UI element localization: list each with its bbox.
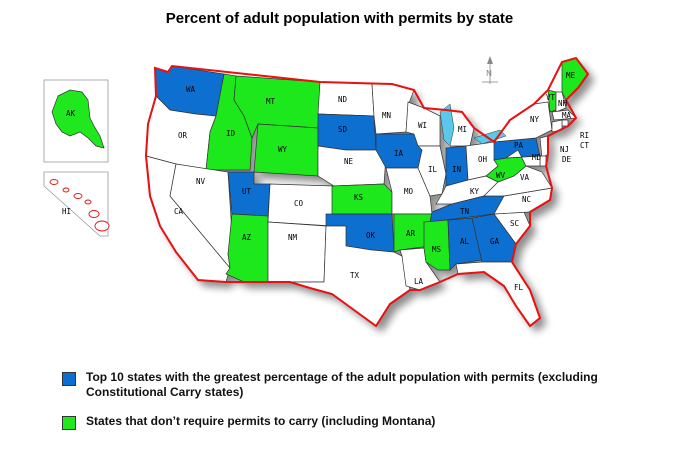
legend-swatch-top10 — [62, 372, 76, 386]
state-label-IA: IA — [394, 149, 404, 158]
state-label-WI: WI — [418, 121, 427, 130]
lake-erie — [473, 129, 507, 145]
state-label-NE: NE — [344, 157, 354, 166]
state-NM[interactable] — [267, 221, 327, 283]
state-label-NH: NH — [558, 99, 568, 108]
state-label-MT: MT — [266, 97, 276, 106]
legend-label-top10: Top 10 states with the greatest percenta… — [86, 370, 598, 399]
us-border-outline — [144, 56, 590, 328]
state-label-PA: PA — [514, 141, 524, 150]
state-label-OH: OH — [478, 155, 488, 164]
state-label-SD: SD — [338, 125, 348, 134]
hawaii-inset: HI — [43, 171, 110, 237]
state-AR[interactable] — [393, 213, 433, 253]
page-title: Percent of adult population with permits… — [165, 10, 514, 27]
state-label-AK: AK — [66, 109, 76, 118]
state-label-AZ: AZ — [242, 233, 252, 242]
state-IL[interactable] — [417, 145, 447, 197]
state-label-MN: MN — [382, 111, 391, 120]
state-label-NV: NV — [196, 177, 206, 186]
state-label-UT: UT — [242, 187, 252, 196]
state-label-CT: CT — [580, 141, 590, 150]
alaska-inset: AK — [43, 79, 109, 163]
state-label-NY: NY — [530, 115, 540, 124]
state-label-MA: MA — [562, 111, 572, 120]
compass-rose-icon: N — [482, 56, 498, 84]
state-RI[interactable] — [561, 119, 569, 127]
state-label-IL: IL — [428, 165, 438, 174]
state-label-NM: NM — [288, 233, 298, 242]
state-label-HI: HI — [62, 207, 71, 216]
compass-label: N — [486, 69, 492, 78]
state-label-NJ: NJ — [560, 145, 569, 154]
lake-michigan — [439, 103, 455, 147]
state-label-OK: OK — [366, 231, 376, 240]
state-label-RI: RI — [580, 131, 589, 140]
legend-item-constitutional-carry: States that don’t require permits to car… — [62, 414, 646, 430]
state-label-GA: GA — [490, 237, 500, 246]
state-MD[interactable] — [504, 149, 541, 167]
state-label-AR: AR — [406, 229, 416, 238]
state-label-OR: OR — [178, 131, 188, 140]
state-label-TX: TX — [350, 271, 360, 280]
state-label-WV: WV — [496, 171, 506, 180]
state-label-ND: ND — [338, 95, 348, 104]
state-label-AL: AL — [460, 237, 470, 246]
state-label-DE: DE — [562, 155, 572, 164]
state-label-MS: MS — [432, 245, 442, 254]
state-labels: WA OR CA ID NV MT WY UT CO AZ NM ND SD N… — [174, 71, 590, 292]
state-label-MO: MO — [404, 187, 414, 196]
state-label-KS: KS — [354, 193, 364, 202]
contiguous-us — [145, 57, 589, 327]
state-label-KY: KY — [470, 187, 480, 196]
state-label-MI: MI — [458, 125, 467, 134]
state-AK[interactable] — [51, 89, 105, 149]
legend-label-constitutional-carry: States that don’t require permits to car… — [86, 414, 436, 428]
state-label-SC: SC — [510, 219, 519, 228]
state-label-LA: LA — [414, 277, 424, 286]
legend-item-top10: Top 10 states with the greatest percenta… — [62, 370, 646, 400]
state-label-NC: NC — [522, 195, 531, 204]
state-label-IN: IN — [452, 165, 461, 174]
state-label-CO: CO — [294, 199, 304, 208]
state-label-WA: WA — [186, 85, 196, 94]
state-label-WY: WY — [278, 145, 288, 154]
state-NH[interactable] — [555, 91, 567, 113]
state-NJ[interactable] — [539, 135, 549, 159]
legend: Top 10 states with the greatest percenta… — [62, 370, 662, 450]
state-FL[interactable] — [455, 261, 541, 327]
state-label-TN: TN — [460, 207, 469, 216]
state-NE[interactable] — [317, 145, 387, 187]
state-AZ[interactable] — [225, 213, 269, 283]
state-label-VA: VA — [520, 173, 530, 182]
state-label-ME: ME — [566, 71, 576, 80]
state-label-FL: FL — [514, 283, 524, 292]
state-AL[interactable] — [447, 217, 483, 271]
state-label-ID: ID — [226, 129, 236, 138]
state-label-MD: MD — [532, 153, 542, 162]
state-label-CA: CA — [174, 207, 184, 216]
state-HI[interactable] — [49, 179, 110, 232]
legend-swatch-constitutional-carry — [62, 416, 76, 430]
state-label-VT: VT — [546, 93, 556, 102]
